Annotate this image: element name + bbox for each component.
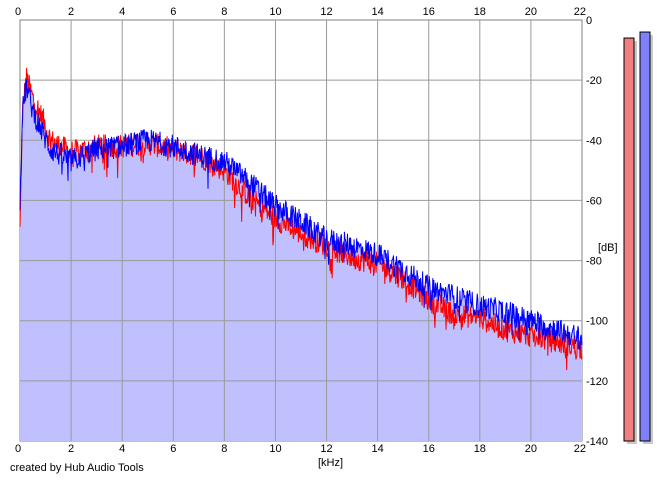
x-tick-label-bottom: 10 xyxy=(269,443,281,455)
x-tick-label-top: 0 xyxy=(15,6,21,18)
credit-text: created by Hub Audio Tools xyxy=(10,462,144,474)
x-tick-label-top: 14 xyxy=(372,6,384,18)
x-tick-labels-top: 0 2 4 6 8 10 12 14 16 18 20 22 xyxy=(15,6,586,18)
level-meter-right xyxy=(639,31,651,442)
x-tick-label-bottom: 0 xyxy=(15,443,21,455)
x-tick-label-bottom: 14 xyxy=(372,443,384,455)
spectrum-fill xyxy=(20,67,582,442)
level-meter-left xyxy=(623,37,635,442)
y-tick-label: -100 xyxy=(586,316,608,328)
y-tick-label: -60 xyxy=(586,195,602,207)
x-tick-label-bottom: 2 xyxy=(68,443,74,455)
x-tick-label-top: 22 xyxy=(574,6,586,18)
x-tick-label-top: 16 xyxy=(423,6,435,18)
x-tick-label-top: 8 xyxy=(221,6,227,18)
series-line-blue xyxy=(19,79,583,350)
y-tick-label: 0 xyxy=(586,15,592,27)
x-axis-label: [kHz] xyxy=(318,457,343,469)
level-meters xyxy=(623,31,653,445)
x-tick-label-top: 4 xyxy=(119,6,125,18)
x-tick-label-top: 12 xyxy=(320,6,332,18)
x-tick-label-top: 2 xyxy=(68,6,74,18)
x-tick-labels-bottom: 0 2 4 6 8 10 12 14 16 18 20 22 xyxy=(15,443,586,455)
y-tick-label: -80 xyxy=(586,256,602,268)
x-tick-label-top: 10 xyxy=(269,6,281,18)
y-tick-label: -20 xyxy=(586,75,602,87)
x-tick-label-top: 20 xyxy=(525,6,537,18)
x-tick-label-bottom: 20 xyxy=(525,443,537,455)
y-tick-label: -120 xyxy=(586,376,608,388)
x-tick-label-bottom: 16 xyxy=(423,443,435,455)
x-tick-label-bottom: 22 xyxy=(574,443,586,455)
x-tick-label-bottom: 8 xyxy=(221,443,227,455)
y-axis-label: [dB] xyxy=(598,242,618,254)
x-tick-label-bottom: 6 xyxy=(170,443,176,455)
x-tick-label-bottom: 12 xyxy=(320,443,332,455)
y-tick-labels: 0 -20 -40 -60 -80 -100 -120 -140 xyxy=(586,15,608,448)
x-tick-label-top: 6 xyxy=(170,6,176,18)
x-tick-label-top: 18 xyxy=(474,6,486,18)
plot-area xyxy=(19,19,583,442)
y-tick-label: -140 xyxy=(586,436,608,448)
x-tick-label-bottom: 18 xyxy=(474,443,486,455)
x-tick-label-bottom: 4 xyxy=(119,443,125,455)
y-tick-label: -40 xyxy=(586,135,602,147)
